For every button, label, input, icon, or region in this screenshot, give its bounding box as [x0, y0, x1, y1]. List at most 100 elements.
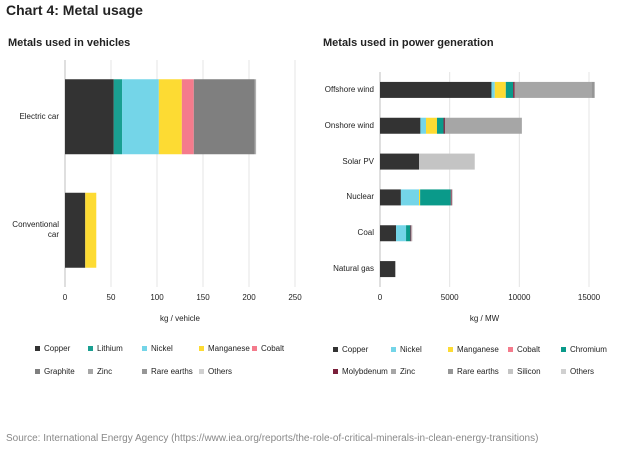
power-legend-swatch-rare-earths [448, 369, 453, 374]
power-legend-item-silicon: Silicon [508, 367, 541, 376]
power-legend-label-molybdenum: Molybdenum [342, 367, 388, 376]
power-category-label-offshore-wind: Offshore wind [324, 84, 374, 94]
vehicles-bar-conventional-car-manganese [85, 192, 97, 268]
power-legend-item-manganese: Manganese [448, 345, 499, 354]
vehicles-legend-item-graphite: Graphite [35, 367, 75, 376]
power-legend-label-chromium: Chromium [570, 345, 607, 354]
power-bar-offshore-wind-rare-earths [591, 81, 595, 98]
power-category-label-natural-gas: Natural gas [333, 264, 374, 274]
vehicles-bar-electric-car-copper [65, 79, 114, 155]
main-title: Chart 4: Metal usage [6, 2, 143, 18]
vehicles-bar-electric-car-manganese [158, 79, 182, 155]
vehicles-chart-title: Metals used in vehicles [8, 37, 131, 49]
power-bar-natural-gas-copper [380, 261, 396, 278]
vehicles-legend-label-manganese: Manganese [208, 344, 250, 353]
vehicles-legend-swatch-graphite [35, 369, 40, 374]
power-bar-onshore-wind-copper [380, 117, 421, 134]
vehicles-axis-label: kg / vehicle [159, 314, 201, 323]
vehicles-legend-label-rare-earths: Rare earths [151, 367, 193, 376]
power-legend-label-copper: Copper [342, 345, 369, 354]
power-legend-item-copper: Copper [333, 345, 368, 354]
power-tick-label-0: 0 [377, 293, 383, 302]
power-tick-label-15000: 15000 [577, 293, 601, 302]
power-tick-label-5000: 5000 [440, 293, 459, 302]
power-tick-label-10000: 10000 [508, 293, 531, 302]
vehicles-legend-swatch-lithium [88, 346, 93, 351]
vehicles-tick-label-150: 150 [196, 293, 210, 302]
vehicles-legend-label-zinc: Zinc [97, 367, 113, 376]
vehicles-legend-swatch-nickel [142, 346, 147, 351]
vehicles-tick-label-200: 200 [242, 293, 256, 302]
power-legend-swatch-zinc [391, 369, 396, 374]
power-legend-swatch-silicon [508, 369, 513, 374]
power-legend-label-manganese: Manganese [457, 345, 499, 354]
vehicles-legend-label-nickel: Nickel [151, 344, 173, 353]
vehicles-legend-label-others: Others [208, 367, 233, 376]
power-legend-swatch-copper [333, 347, 338, 352]
power-bar-onshore-wind-manganese [425, 117, 437, 134]
power-legend-label-silicon: Silicon [517, 367, 541, 376]
power-legend-item-chromium: Chromium [561, 345, 607, 354]
power-legend-label-nickel: Nickel [400, 345, 422, 354]
power-legend-label-others: Others [570, 367, 595, 376]
power-axis-label: kg / MW [469, 314, 500, 323]
vehicles-legend-item-rare-earths: Rare earths [142, 367, 193, 376]
vehicles-bar-electric-car-lithium [113, 79, 123, 155]
power-legend-swatch-cobalt [508, 347, 513, 352]
vehicles-tick-label-250: 250 [288, 293, 302, 302]
power-legend-item-molybdenum: Molybdenum [333, 367, 388, 376]
power-bar-nuclear-others [451, 189, 453, 206]
vehicles-legend-swatch-copper [35, 346, 40, 351]
vehicles-category-label-conventional-car: Conventional car [12, 220, 59, 240]
vehicles-legend-swatch-manganese [199, 346, 204, 351]
power-bar-coal-copper [380, 225, 397, 242]
power-chart-title: Metals used in power generation [323, 37, 494, 49]
power-legend-label-rare-earths: Rare earths [457, 367, 499, 376]
power-legend-swatch-others [561, 369, 566, 374]
power-bar-offshore-wind-zinc [514, 81, 592, 98]
power-bar-offshore-wind-copper [380, 81, 492, 98]
power-legend-item-rare-earths: Rare earths [448, 367, 499, 376]
power-bar-onshore-wind-nickel [420, 117, 426, 134]
power-legend-label-zinc: Zinc [400, 367, 416, 376]
vehicles-legend-label-lithium: Lithium [97, 344, 123, 353]
power-legend-item-nickel: Nickel [391, 345, 422, 354]
power-legend-item-zinc: Zinc [391, 367, 415, 376]
vehicles-tick-label-0: 0 [62, 293, 68, 302]
power-bar-onshore-wind-chromium [436, 117, 444, 134]
vehicles-bar-electric-car-cobalt [181, 79, 194, 155]
vehicles-bar-conventional-car-copper [65, 192, 86, 268]
vehicles-legend-swatch-zinc [88, 369, 93, 374]
power-bar-solar-pv-copper [380, 153, 420, 170]
power-legend-label-cobalt: Cobalt [517, 345, 541, 354]
power-legend-swatch-chromium [561, 347, 566, 352]
power-bar-coal-molybdenum [410, 225, 412, 242]
power-bar-nuclear-molybdenum [450, 189, 452, 206]
power-category-label-nuclear: Nuclear [346, 192, 374, 202]
power-bar-solar-pv-silicon [419, 153, 475, 170]
power-bar-nuclear-manganese [419, 189, 421, 206]
vehicles-legend-item-lithium: Lithium [88, 344, 123, 353]
power-legend-item-cobalt: Cobalt [508, 345, 540, 354]
power-legend-swatch-nickel [391, 347, 396, 352]
power-category-label-coal: Coal [357, 228, 374, 238]
power-bar-coal-others [411, 225, 413, 242]
power-bar-coal-chromium [406, 225, 411, 242]
power-legend-swatch-molybdenum [333, 369, 338, 374]
power-legend-item-others: Others [561, 367, 594, 376]
vehicles-legend-item-manganese: Manganese [199, 344, 250, 353]
power-bar-offshore-wind-manganese [494, 81, 506, 98]
vehicles-tick-label-100: 100 [150, 293, 164, 302]
power-bar-onshore-wind-molybdenum [443, 117, 445, 134]
vehicles-legend-item-nickel: Nickel [142, 344, 173, 353]
vehicles-legend-item-copper: Copper [35, 344, 70, 353]
vehicles-tick-label-50: 50 [106, 293, 116, 302]
vehicles-legend-label-copper: Copper [44, 344, 71, 353]
vehicles-legend-item-zinc: Zinc [88, 367, 112, 376]
power-legend-swatch-manganese [448, 347, 453, 352]
power-category-label-solar-pv: Solar PV [342, 156, 374, 166]
power-bar-coal-nickel [396, 225, 407, 242]
power-bar-offshore-wind-nickel [491, 81, 495, 98]
power-category-label-onshore-wind: Onshore wind [324, 120, 374, 130]
